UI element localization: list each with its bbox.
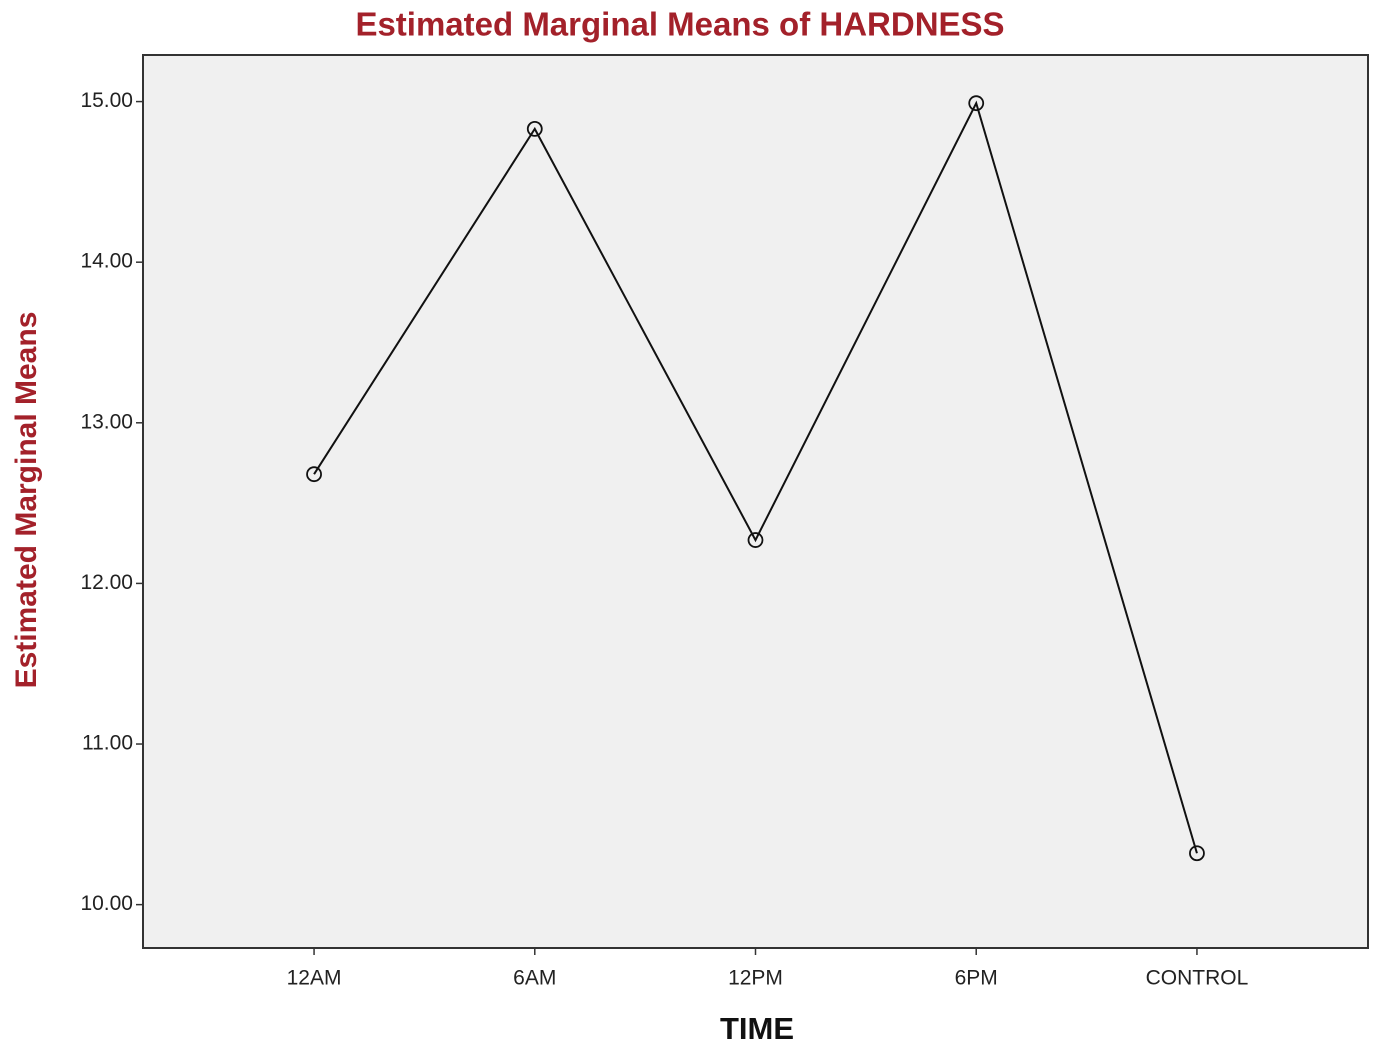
x-tick-label: 12AM <box>287 967 342 990</box>
x-tick-label: 12PM <box>728 967 783 990</box>
chart-title: Estimated Marginal Means of HARDNESS <box>355 6 1004 43</box>
marker <box>306 466 322 483</box>
y-tick-label: 14.00 <box>80 250 133 273</box>
y-axis-label: Estimated Marginal Means <box>10 312 43 689</box>
y-tick-label: 12.00 <box>80 571 133 594</box>
y-tick-label: 13.00 <box>80 410 133 433</box>
line <box>313 100 1198 854</box>
x-tick-label: CONTROL <box>1146 967 1249 990</box>
x-tick-label: 6AM <box>513 967 556 990</box>
plot-area <box>142 54 1369 949</box>
y-tick-label: 10.00 <box>80 892 133 915</box>
marker <box>526 120 543 137</box>
marker <box>1189 845 1205 862</box>
marker <box>968 95 985 112</box>
y-tick-label: 15.00 <box>80 89 133 112</box>
marker <box>747 532 764 548</box>
x-axis-label: TIME <box>720 1011 794 1046</box>
x-tick-label: 6PM <box>955 967 998 990</box>
y-tick-label: 11.00 <box>82 732 133 755</box>
